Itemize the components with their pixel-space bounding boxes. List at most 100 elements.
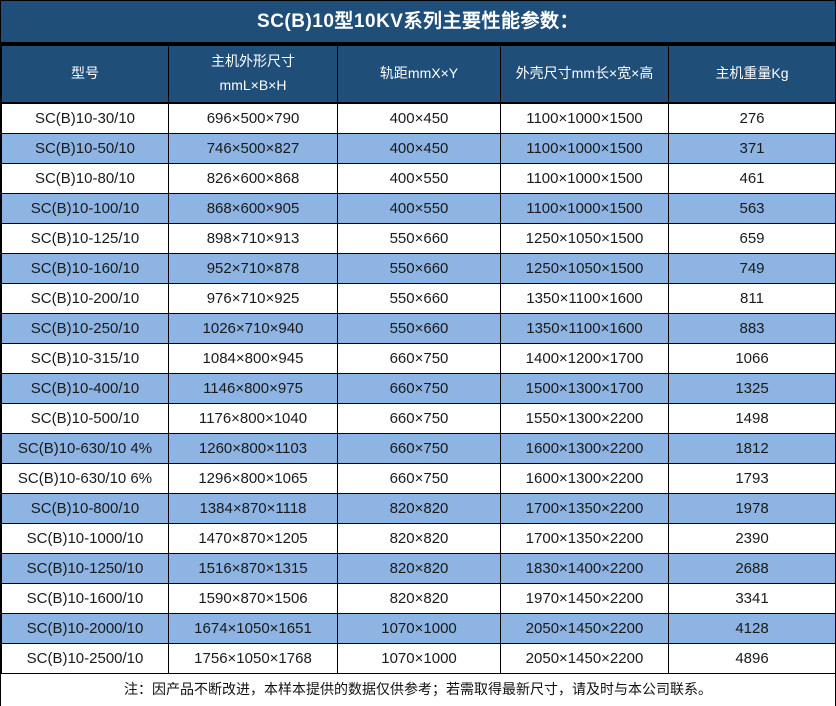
table-cell: 400×450 [337, 102, 501, 134]
table-cell: 550×660 [337, 223, 501, 254]
table-row: SC(B)10-2000/10 1674×1050×1651 1070×1000 20… [1, 613, 835, 644]
table-cell: 1070×1000 [337, 613, 501, 644]
table-cell: 952×710×878 [168, 253, 338, 284]
table-cell: SC(B)10-315/10 [1, 343, 169, 374]
table-cell: SC(B)10-160/10 [1, 253, 169, 284]
table-cell: 1026×710×940 [168, 313, 338, 344]
table-cell: 660×750 [337, 463, 501, 494]
table-body: SC(B)10-30/10 696×500×790 400×450 1100×1000… [1, 102, 835, 674]
table-row: SC(B)10-200/10 976×710×925 550×660 1350×110… [1, 283, 835, 314]
table-cell: 563 [668, 193, 835, 224]
table-cell: SC(B)10-100/10 [1, 193, 169, 224]
table-row: SC(B)10-1250/10 1516×870×1315 820×820 1830×… [1, 553, 835, 584]
table-cell: 1100×1000×1500 [500, 193, 669, 224]
table-cell: 696×500×790 [168, 102, 338, 134]
table-cell: 1100×1000×1500 [500, 102, 669, 134]
table-row: SC(B)10-400/10 1146×800×975 660×750 1500×13… [1, 373, 835, 404]
table-cell: 1756×1050×1768 [168, 643, 338, 674]
table-cell: 1830×1400×2200 [500, 553, 669, 584]
table-cell: 2050×1450×2200 [500, 613, 669, 644]
table-cell: 1384×870×1118 [168, 493, 338, 524]
table-cell: 1812 [668, 433, 835, 464]
table-cell: 1084×800×945 [168, 343, 338, 374]
table-cell: SC(B)10-400/10 [1, 373, 169, 404]
table-cell: 3341 [668, 583, 835, 614]
table-row: SC(B)10-1000/10 1470×870×1205 820×820 1700×… [1, 523, 835, 554]
table-cell: SC(B)10-1000/10 [1, 523, 169, 554]
table-cell: 1600×1300×2200 [500, 463, 669, 494]
table-row: SC(B)10-500/10 1176×800×1040 660×750 1550×1… [1, 403, 835, 434]
table-cell: 400×450 [337, 133, 501, 164]
table-cell: 1350×1100×1600 [500, 313, 669, 344]
table-cell: 660×750 [337, 343, 501, 374]
table-cell: 1146×800×975 [168, 373, 338, 404]
column-header-dimensions-line2: mmL×B×H [219, 77, 287, 93]
column-header-dimensions: 主机外形尺寸 mmL×B×H [168, 45, 338, 104]
table-cell: 2390 [668, 523, 835, 554]
table-cell: 660×750 [337, 373, 501, 404]
footer-note: 注：因产品不断改进，本样本提供的数据仅供参考；若需取得最新尺寸，请及时与本公司联… [1, 674, 835, 705]
table-row: SC(B)10-800/10 1384×870×1118 820×820 1700×1… [1, 493, 835, 524]
table-row: SC(B)10-100/10 868×600×905 400×550 1100×100… [1, 193, 835, 224]
table-row: SC(B)10-250/10 1026×710×940 550×660 1350×11… [1, 313, 835, 344]
table-row: SC(B)10-160/10 952×710×878 550×660 1250×105… [1, 253, 835, 284]
table-cell: 1793 [668, 463, 835, 494]
table-cell: 1400×1200×1700 [500, 343, 669, 374]
table-cell: 811 [668, 283, 835, 314]
table-cell: 1250×1050×1500 [500, 223, 669, 254]
column-header-model: 型号 [1, 45, 169, 104]
table-cell: 1674×1050×1651 [168, 613, 338, 644]
table-cell: 1470×870×1205 [168, 523, 338, 554]
column-header-weight: 主机重量Kg [668, 45, 835, 104]
table-cell: 550×660 [337, 313, 501, 344]
table-cell: 868×600×905 [168, 193, 338, 224]
table-cell: SC(B)10-200/10 [1, 283, 169, 314]
table-cell: SC(B)10-50/10 [1, 133, 169, 164]
table-cell: 976×710×925 [168, 283, 338, 314]
table-cell: 1600×1300×2200 [500, 433, 669, 464]
table-cell: 1590×870×1506 [168, 583, 338, 614]
table-cell: 4128 [668, 613, 835, 644]
table-cell: 4896 [668, 643, 835, 674]
table-cell: 461 [668, 163, 835, 194]
table-cell: 660×750 [337, 403, 501, 434]
table-cell: 898×710×913 [168, 223, 338, 254]
table-cell: 276 [668, 102, 835, 134]
table-cell: 371 [668, 133, 835, 164]
table-row: SC(B)10-30/10 696×500×790 400×450 1100×1000… [1, 102, 835, 134]
table-cell: 749 [668, 253, 835, 284]
table-cell: 400×550 [337, 163, 501, 194]
table-cell: 1350×1100×1600 [500, 283, 669, 314]
table-cell: 820×820 [337, 583, 501, 614]
table-cell: 1100×1000×1500 [500, 163, 669, 194]
table-cell: SC(B)10-630/10 6% [1, 463, 169, 494]
table-cell: 1700×1350×2200 [500, 523, 669, 554]
table-cell: 1516×870×1315 [168, 553, 338, 584]
table-cell: 820×820 [337, 493, 501, 524]
table-cell: 400×550 [337, 193, 501, 224]
header-row: 型号 主机外形尺寸 mmL×B×H 轨距mmX×Y 外壳尺寸mm长×宽×高 主机… [1, 45, 835, 104]
table-cell: SC(B)10-630/10 4% [1, 433, 169, 464]
table-cell: 820×820 [337, 553, 501, 584]
table-cell: SC(B)10-2500/10 [1, 643, 169, 674]
column-header-gauge: 轨距mmX×Y [337, 45, 501, 104]
column-header-shell-size: 外壳尺寸mm长×宽×高 [500, 45, 669, 104]
table-cell: 1070×1000 [337, 643, 501, 674]
table-cell: 2050×1450×2200 [500, 643, 669, 674]
table-cell: 2688 [668, 553, 835, 584]
table-cell: 1978 [668, 493, 835, 524]
spec-table: 型号 主机外形尺寸 mmL×B×H 轨距mmX×Y 外壳尺寸mm长×宽×高 主机… [1, 45, 835, 674]
table-row: SC(B)10-315/10 1084×800×945 660×750 1400×12… [1, 343, 835, 374]
table-cell: SC(B)10-125/10 [1, 223, 169, 254]
page-title: SC(B)10型10KV系列主要性能参数： [1, 1, 835, 45]
table-cell: 883 [668, 313, 835, 344]
table-row: SC(B)10-630/10 6% 1296×800×1065 660×750 160… [1, 463, 835, 494]
table-row: SC(B)10-630/10 4% 1260×800×1103 660×750 160… [1, 433, 835, 464]
table-cell: SC(B)10-30/10 [1, 102, 169, 134]
table-cell: 660×750 [337, 433, 501, 464]
table-row: SC(B)10-80/10 826×600×868 400×550 1100×1000… [1, 163, 835, 194]
table-row: SC(B)10-50/10 746×500×827 400×450 1100×1000… [1, 133, 835, 164]
table-cell: 1296×800×1065 [168, 463, 338, 494]
table-cell: 1550×1300×2200 [500, 403, 669, 434]
